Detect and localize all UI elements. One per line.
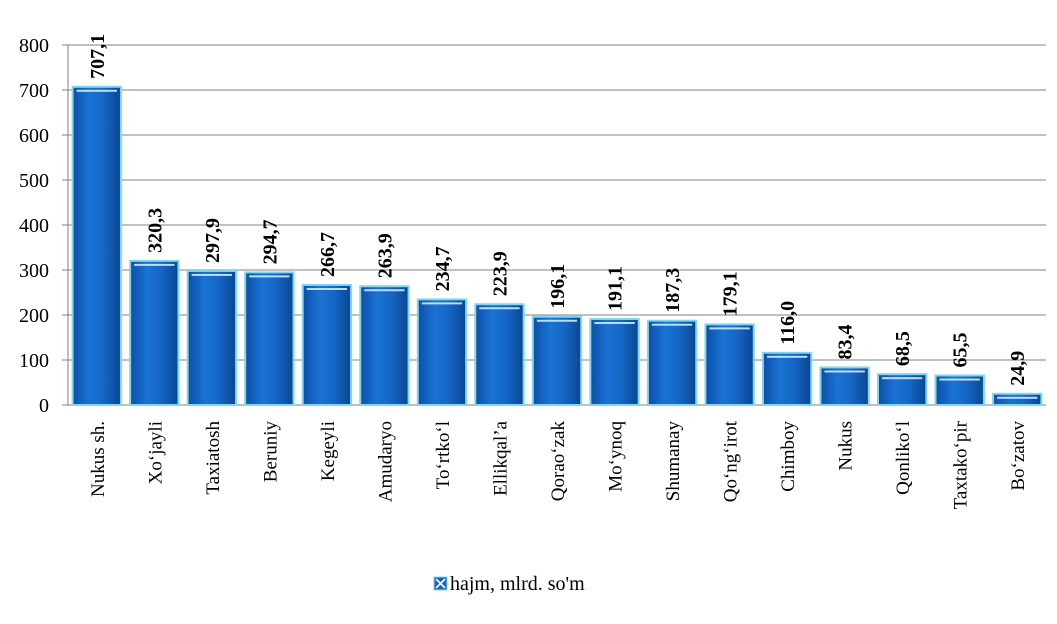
data-label: 68,5: [892, 331, 914, 366]
x-tick-label: Qorao‘zak: [548, 421, 569, 502]
data-label: 266,7: [317, 232, 339, 277]
x-tick-label: To‘rtko‘l: [433, 421, 454, 489]
bar: [244, 271, 295, 407]
bar: [474, 303, 525, 406]
x-tick-label: Taxiatosh: [203, 421, 224, 495]
x-tick-label: Mo‘ynoq: [606, 421, 627, 492]
bar: [761, 351, 813, 406]
bar: [301, 283, 353, 406]
x-axis-labels: Nukus sh. Xo‘jayli Taxiatosh Beruniy Kegeyli…: [88, 420, 1029, 509]
legend-label: hajm, mlrd. so'm: [450, 573, 585, 595]
data-labels: 707,1 320,3 297,9 294,7 266,7 263,9 234,7 223,9…: [87, 34, 1029, 386]
y-tick-label: 300: [19, 260, 49, 282]
data-label: 263,9: [374, 233, 396, 278]
data-label: 234,7: [432, 246, 454, 291]
x-tick-label: Shumanay: [663, 421, 684, 502]
y-tick-label: 200: [19, 305, 49, 327]
bar-highlight: [882, 377, 923, 380]
bar: [646, 319, 698, 406]
legend: hajm, mlrd. so'm: [433, 573, 585, 595]
bar-highlight: [766, 355, 808, 358]
data-label: 297,9: [202, 218, 224, 263]
bar-highlight: [306, 287, 348, 290]
bar: [531, 315, 583, 407]
bar: [71, 85, 122, 407]
bar-highlight: [709, 327, 750, 330]
data-label: 191,1: [605, 266, 627, 311]
data-label: 320,3: [144, 208, 166, 253]
bar-highlight: [364, 289, 405, 292]
y-tick-label: 800: [19, 35, 49, 57]
bars: [71, 85, 1043, 407]
bar-highlight: [421, 302, 463, 305]
bar-highlight: [824, 370, 865, 373]
legend-marker-icon: [433, 576, 448, 591]
bar: [877, 373, 928, 406]
y-tick-label: 600: [19, 125, 49, 147]
data-label: 223,9: [489, 251, 511, 296]
bar-highlight: [651, 323, 693, 326]
data-label: 187,3: [662, 268, 684, 313]
bar-highlight: [76, 89, 117, 92]
x-tick-label: Nukus: [836, 421, 857, 471]
bar: [589, 318, 640, 407]
data-label: 294,7: [259, 219, 281, 264]
bar: [819, 366, 870, 406]
y-tick-label: 500: [19, 170, 49, 192]
bar: [186, 269, 237, 406]
x-tick-label: Qo‘ng‘irot: [721, 420, 742, 502]
bar: [359, 285, 410, 406]
x-tick-label: Taxtako‘pir: [951, 420, 972, 509]
bar-highlight: [249, 275, 290, 278]
data-label: 196,1: [547, 264, 569, 309]
bar-highlight: [594, 322, 635, 325]
data-label: 65,5: [950, 333, 972, 368]
y-tick-label: 100: [19, 350, 49, 372]
x-tick-label: Beruniy: [260, 421, 281, 483]
x-tick-label: Amudaryo: [375, 421, 396, 502]
bar: [129, 259, 180, 406]
bar-highlight: [536, 319, 578, 322]
data-label: 24,9: [1007, 351, 1029, 386]
bar-highlight: [134, 263, 175, 266]
bar: [992, 392, 1043, 407]
data-label: 116,0: [777, 301, 799, 345]
bar-highlight: [191, 273, 232, 276]
data-label: 179,1: [720, 271, 742, 316]
bar: [416, 298, 468, 407]
bar-highlight: [939, 378, 980, 381]
bar: [704, 323, 755, 406]
x-tick-label: Kegeyli: [318, 421, 339, 481]
data-label: 83,4: [835, 324, 857, 359]
x-tick-label: Nukus sh.: [88, 421, 109, 497]
y-tick-label: 0: [39, 395, 49, 417]
x-tick-label: Bo‘zatov: [1008, 421, 1029, 491]
x-tick-label: Qonliko‘l: [893, 421, 914, 495]
x-tick-label: Ellikqal’a: [490, 420, 511, 495]
x-tick-label: Xo‘jayli: [145, 421, 166, 484]
y-tick-label: 400: [19, 215, 49, 237]
y-tick-label: 700: [19, 80, 49, 102]
data-label: 707,1: [87, 34, 109, 79]
x-tick-label: Chimboy: [778, 421, 799, 492]
bar-highlight: [479, 307, 520, 310]
bar-highlight: [997, 396, 1038, 399]
